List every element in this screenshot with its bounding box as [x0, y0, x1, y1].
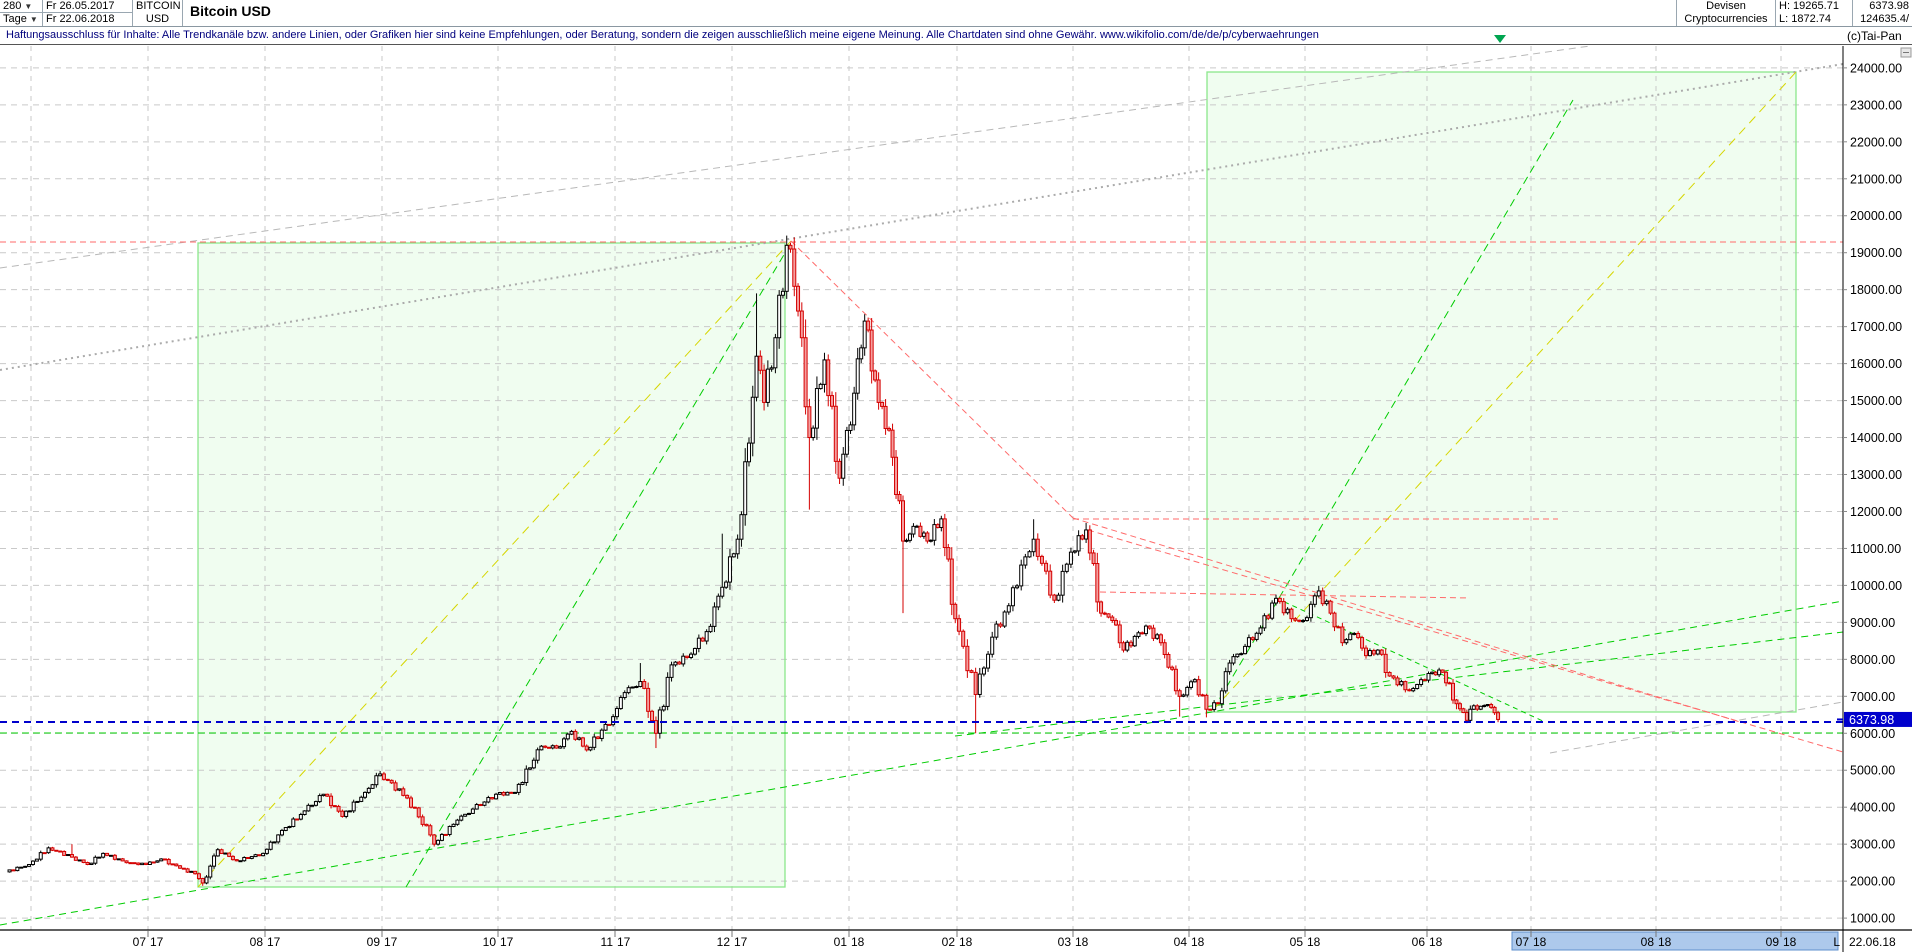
- svg-text:15000.00: 15000.00: [1850, 394, 1902, 408]
- svg-text:09: 09: [1766, 935, 1780, 949]
- svg-text:08: 08: [250, 935, 264, 949]
- disclaimer-band: Haftungsausschluss für Inhalte: Alle Tre…: [0, 26, 1912, 45]
- svg-text:08: 08: [1641, 935, 1655, 949]
- svg-text:6000.00: 6000.00: [1850, 727, 1895, 741]
- price-grid: [0, 46, 1843, 930]
- svg-text:10: 10: [483, 935, 497, 949]
- date-range-cell: Fr 26.05.2017 Fr 22.06.2018: [43, 0, 133, 26]
- svg-text:5000.00: 5000.00: [1850, 764, 1895, 778]
- svg-text:13000.00: 13000.00: [1850, 468, 1902, 482]
- svg-text:3000.00: 3000.00: [1850, 838, 1895, 852]
- svg-text:04: 04: [1174, 935, 1188, 949]
- svg-text:18: 18: [959, 935, 973, 949]
- svg-text:18: 18: [1307, 935, 1321, 949]
- svg-text:17: 17: [734, 935, 748, 949]
- svg-text:11000.00: 11000.00: [1850, 542, 1901, 556]
- future-period-highlight: [1511, 931, 1839, 951]
- svg-text:18000.00: 18000.00: [1850, 283, 1902, 297]
- volume-value: 124635.4/: [1860, 13, 1909, 25]
- svg-text:17: 17: [384, 935, 398, 949]
- svg-text:18: 18: [1075, 935, 1089, 949]
- candlestick-series: [7, 235, 1501, 886]
- period-unit-dropdown[interactable]: Tage ▼: [3, 13, 38, 25]
- svg-text:17: 17: [267, 935, 281, 949]
- svg-text:18: 18: [1191, 935, 1205, 949]
- svg-text:03: 03: [1058, 935, 1072, 949]
- period-low: L: 1872.74: [1779, 13, 1831, 25]
- svg-text:23000.00: 23000.00: [1850, 98, 1902, 112]
- symbol-name: BITCOIN: [136, 0, 181, 12]
- svg-text:07: 07: [133, 935, 147, 949]
- trend-channel-borders: [197, 71, 1797, 888]
- svg-text:9000.00: 9000.00: [1850, 616, 1895, 630]
- period-high: H: 19265.71: [1779, 0, 1839, 12]
- disclaimer-text: Haftungsausschluss für Inhalte: Alle Tre…: [6, 29, 1319, 41]
- high-low-cell: H: 19265.71 L: 1872.74: [1775, 0, 1852, 26]
- svg-text:18: 18: [1783, 935, 1797, 949]
- category-cell: Devisen Cryptocurrencies: [1676, 0, 1775, 26]
- svg-text:11: 11: [601, 935, 614, 949]
- symbol-cell[interactable]: BITCOIN USD: [133, 0, 183, 26]
- svg-text:22000.00: 22000.00: [1850, 135, 1902, 149]
- svg-text:09: 09: [367, 935, 381, 949]
- trend-lines: [0, 45, 1844, 926]
- svg-text:18: 18: [1429, 935, 1443, 949]
- low-marker: L: [1833, 935, 1840, 949]
- chart-header: 280 ▼ Tage ▼ Fr 26.05.2017 Fr 22.06.2018…: [0, 0, 1912, 26]
- svg-text:10000.00: 10000.00: [1850, 579, 1902, 593]
- svg-text:4000.00: 4000.00: [1850, 801, 1895, 815]
- category-line2: Cryptocurrencies: [1684, 13, 1768, 25]
- category-line1: Devisen: [1706, 0, 1746, 12]
- svg-text:18: 18: [1533, 935, 1547, 949]
- svg-text:2000.00: 2000.00: [1850, 875, 1895, 889]
- svg-text:17: 17: [150, 935, 164, 949]
- current-price-label: 6373.98: [1837, 711, 1912, 727]
- copyright-watermark: (c)Tai-Pan: [1847, 29, 1902, 43]
- last-bar-marker-icon: [1494, 35, 1506, 43]
- svg-text:01: 01: [834, 935, 848, 949]
- svg-text:17: 17: [500, 935, 514, 949]
- page-title: Bitcoin USD: [190, 3, 271, 19]
- date-from-field[interactable]: Fr 26.05.2017: [43, 0, 132, 13]
- date-to-field[interactable]: Fr 22.06.2018: [46, 13, 115, 25]
- svg-text:8000.00: 8000.00: [1850, 653, 1895, 667]
- svg-text:02: 02: [942, 935, 956, 949]
- svg-text:14000.00: 14000.00: [1850, 431, 1902, 445]
- quote-cell: 6373.98 124635.4/: [1852, 0, 1912, 26]
- last-price: 6373.98: [1869, 0, 1909, 12]
- svg-text:17: 17: [617, 935, 631, 949]
- axis-collapse-button[interactable]: [1900, 47, 1912, 58]
- svg-text:6373.98: 6373.98: [1849, 713, 1894, 727]
- svg-text:20000.00: 20000.00: [1850, 209, 1902, 223]
- svg-text:12000.00: 12000.00: [1850, 505, 1902, 519]
- svg-text:05: 05: [1290, 935, 1304, 949]
- trend-channel-boxes: [198, 72, 1796, 887]
- chevron-down-icon: ▼: [24, 2, 33, 11]
- time-axis: 07 17 08 17 09 17 10 17 11 17 12 17 01 18 02 18 03 18 04 18…: [0, 929, 1912, 951]
- period-bars-dropdown[interactable]: 280 ▼: [0, 0, 42, 13]
- period-cell: 280 ▼ Tage ▼: [0, 0, 43, 26]
- last-date-label: 22.06.18: [1849, 935, 1896, 949]
- svg-text:7000.00: 7000.00: [1850, 690, 1895, 704]
- svg-text:1000.00: 1000.00: [1850, 912, 1895, 926]
- svg-text:18: 18: [851, 935, 865, 949]
- symbol-currency: USD: [145, 13, 170, 25]
- svg-text:17000.00: 17000.00: [1850, 320, 1902, 334]
- svg-text:12: 12: [717, 935, 731, 949]
- svg-text:24000.00: 24000.00: [1850, 61, 1902, 75]
- svg-text:19000.00: 19000.00: [1850, 246, 1902, 260]
- svg-text:16000.00: 16000.00: [1850, 357, 1902, 371]
- price-axis: 1000.00 2000.00 3000.00 4000.00 5000.00 6000.…: [1842, 46, 1912, 952]
- svg-text:18: 18: [1658, 935, 1672, 949]
- chevron-down-icon: ▼: [29, 15, 38, 24]
- svg-text:21000.00: 21000.00: [1850, 172, 1902, 186]
- svg-text:07: 07: [1516, 935, 1530, 949]
- svg-text:06: 06: [1412, 935, 1426, 949]
